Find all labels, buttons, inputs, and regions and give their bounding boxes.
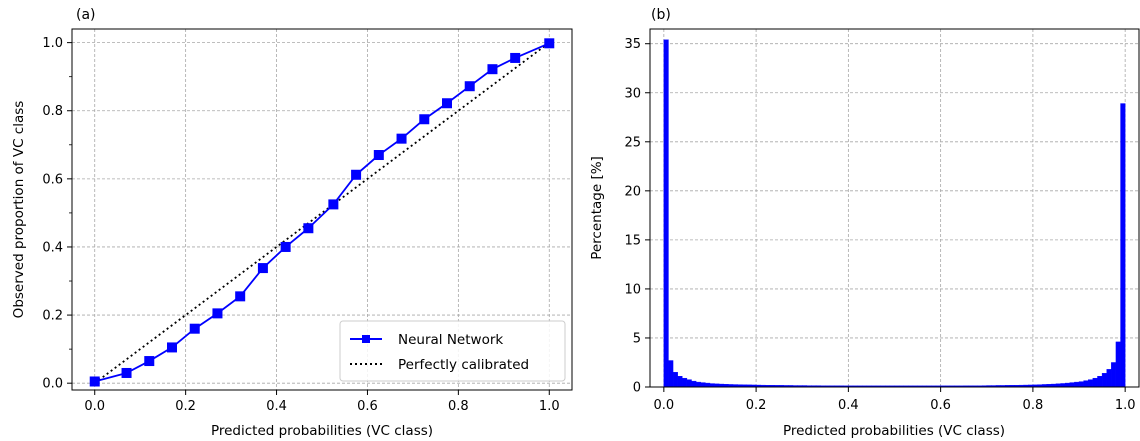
histogram-bar bbox=[1120, 103, 1126, 388]
neural-network-point bbox=[257, 263, 268, 274]
histogram-x-tick-label: 1.0 bbox=[1115, 398, 1136, 413]
histogram-bar bbox=[686, 379, 692, 388]
histogram-x-tick-label: 0.2 bbox=[746, 398, 767, 413]
histogram-bar bbox=[677, 376, 683, 388]
histogram-bar bbox=[1097, 376, 1103, 388]
calibration-y-tick-label: 0.2 bbox=[42, 309, 63, 324]
calibration-x-tick-label: 0.6 bbox=[357, 399, 378, 414]
histogram-x-tick-label: 0.6 bbox=[930, 398, 951, 413]
calibration-x-tick-label: 0.2 bbox=[175, 399, 196, 414]
legend: Neural Network Perfectly calibrated bbox=[339, 320, 566, 382]
legend-nn-label: Neural Network bbox=[398, 332, 503, 348]
calibration-panel: (a) 0.0 0.2 0.4 0.6 0.8 1.0 0.0 0.2 0.4 0.6 0.8 1.0… bbox=[11, 7, 573, 439]
neural-network-point bbox=[328, 199, 339, 210]
histogram-bar bbox=[1069, 382, 1075, 388]
histogram-bar bbox=[1078, 381, 1084, 388]
histogram-bar bbox=[691, 380, 697, 388]
neural-network-point bbox=[396, 133, 407, 144]
neural-network-point bbox=[351, 169, 362, 180]
calibration-y-axis-label: Observed proportion of VC class bbox=[11, 101, 27, 319]
neural-network-point bbox=[419, 114, 430, 125]
neural-network-point bbox=[189, 323, 200, 334]
histogram-bar bbox=[682, 377, 688, 388]
histogram-x-tick-label: 0.8 bbox=[1023, 398, 1044, 413]
histogram-y-tick-label: 25 bbox=[624, 135, 641, 150]
histogram-bar bbox=[1101, 373, 1107, 388]
histogram-bar bbox=[1064, 382, 1071, 388]
neural-network-point bbox=[544, 38, 555, 49]
histogram-bar bbox=[705, 382, 711, 388]
histogram-bar bbox=[709, 383, 715, 388]
histogram-bar bbox=[1083, 380, 1089, 388]
neural-network-point bbox=[89, 376, 100, 387]
calibration-y-tick-label: 0.8 bbox=[42, 104, 63, 119]
neural-network-point bbox=[303, 223, 314, 234]
panel-b-label: (b) bbox=[651, 7, 671, 23]
calibration-x-tick-label: 1.0 bbox=[539, 399, 560, 414]
histogram-bar bbox=[668, 360, 674, 388]
histogram-y-tick-label: 5 bbox=[633, 331, 641, 346]
histogram-bar bbox=[1088, 379, 1094, 388]
histogram-y-tick-label: 20 bbox=[624, 184, 641, 199]
neural-network-point bbox=[121, 367, 132, 378]
neural-network-point bbox=[464, 81, 475, 92]
histogram-bar bbox=[663, 39, 669, 388]
histogram-bar bbox=[1060, 383, 1066, 388]
histogram-bar bbox=[1111, 362, 1117, 388]
neural-network-point bbox=[280, 241, 291, 252]
calibration-plot-frame bbox=[71, 28, 573, 391]
histogram-plot-frame bbox=[649, 28, 1140, 388]
neural-network-point bbox=[487, 64, 498, 75]
neural-network-point bbox=[212, 308, 223, 319]
histogram-bar bbox=[695, 381, 701, 388]
histogram-bar bbox=[1115, 341, 1121, 388]
neural-network-point bbox=[235, 291, 246, 302]
legend-calibrated-label: Perfectly calibrated bbox=[398, 357, 529, 373]
calibration-x-axis-label: Predicted probabilities (VC class) bbox=[211, 423, 433, 439]
histogram-y-tick-label: 10 bbox=[624, 282, 641, 297]
neural-network-point bbox=[442, 98, 452, 109]
calibration-y-tick-label: 0.6 bbox=[42, 172, 63, 187]
legend-nn-marker-swatch bbox=[362, 335, 370, 343]
neural-network-point bbox=[510, 52, 521, 63]
histogram-y-tick-label: 35 bbox=[624, 37, 641, 52]
histogram-x-tick-label: 0.0 bbox=[653, 398, 674, 413]
histogram-bar bbox=[1106, 369, 1112, 388]
calibration-x-tick-label: 0.0 bbox=[84, 399, 105, 414]
histogram-y-tick-label: 0 bbox=[633, 381, 641, 396]
legend-frame bbox=[339, 320, 566, 382]
histogram-bar bbox=[1074, 381, 1080, 388]
neural-network-point bbox=[144, 356, 155, 367]
panel-a-label: (a) bbox=[76, 7, 96, 23]
histogram-bar bbox=[700, 382, 706, 388]
calibration-y-tick-label: 0.4 bbox=[42, 240, 63, 255]
neural-network-point bbox=[373, 150, 384, 161]
histogram-bar bbox=[1092, 377, 1098, 388]
histogram-y-axis-label: Percentage [%] bbox=[589, 156, 605, 260]
calibration-y-tick-label: 1.0 bbox=[42, 36, 63, 51]
histogram-bar bbox=[672, 372, 678, 388]
neural-network-point bbox=[167, 342, 177, 353]
calibration-x-tick-label: 0.4 bbox=[266, 399, 287, 414]
calibration-x-tick-label: 0.8 bbox=[448, 399, 469, 414]
histogram-y-tick-label: 30 bbox=[624, 86, 641, 101]
histogram-x-tick-label: 0.4 bbox=[838, 398, 859, 413]
histogram-panel: (b) 0.0 0.2 0.4 0.6 0.8 1.0 0 5 10 15 20 25 30 35 Pre… bbox=[589, 7, 1140, 439]
histogram-y-tick-label: 15 bbox=[624, 233, 641, 248]
histogram-x-axis-label: Predicted probabilities (VC class) bbox=[783, 423, 1005, 439]
calibration-y-tick-label: 0.0 bbox=[42, 377, 63, 392]
